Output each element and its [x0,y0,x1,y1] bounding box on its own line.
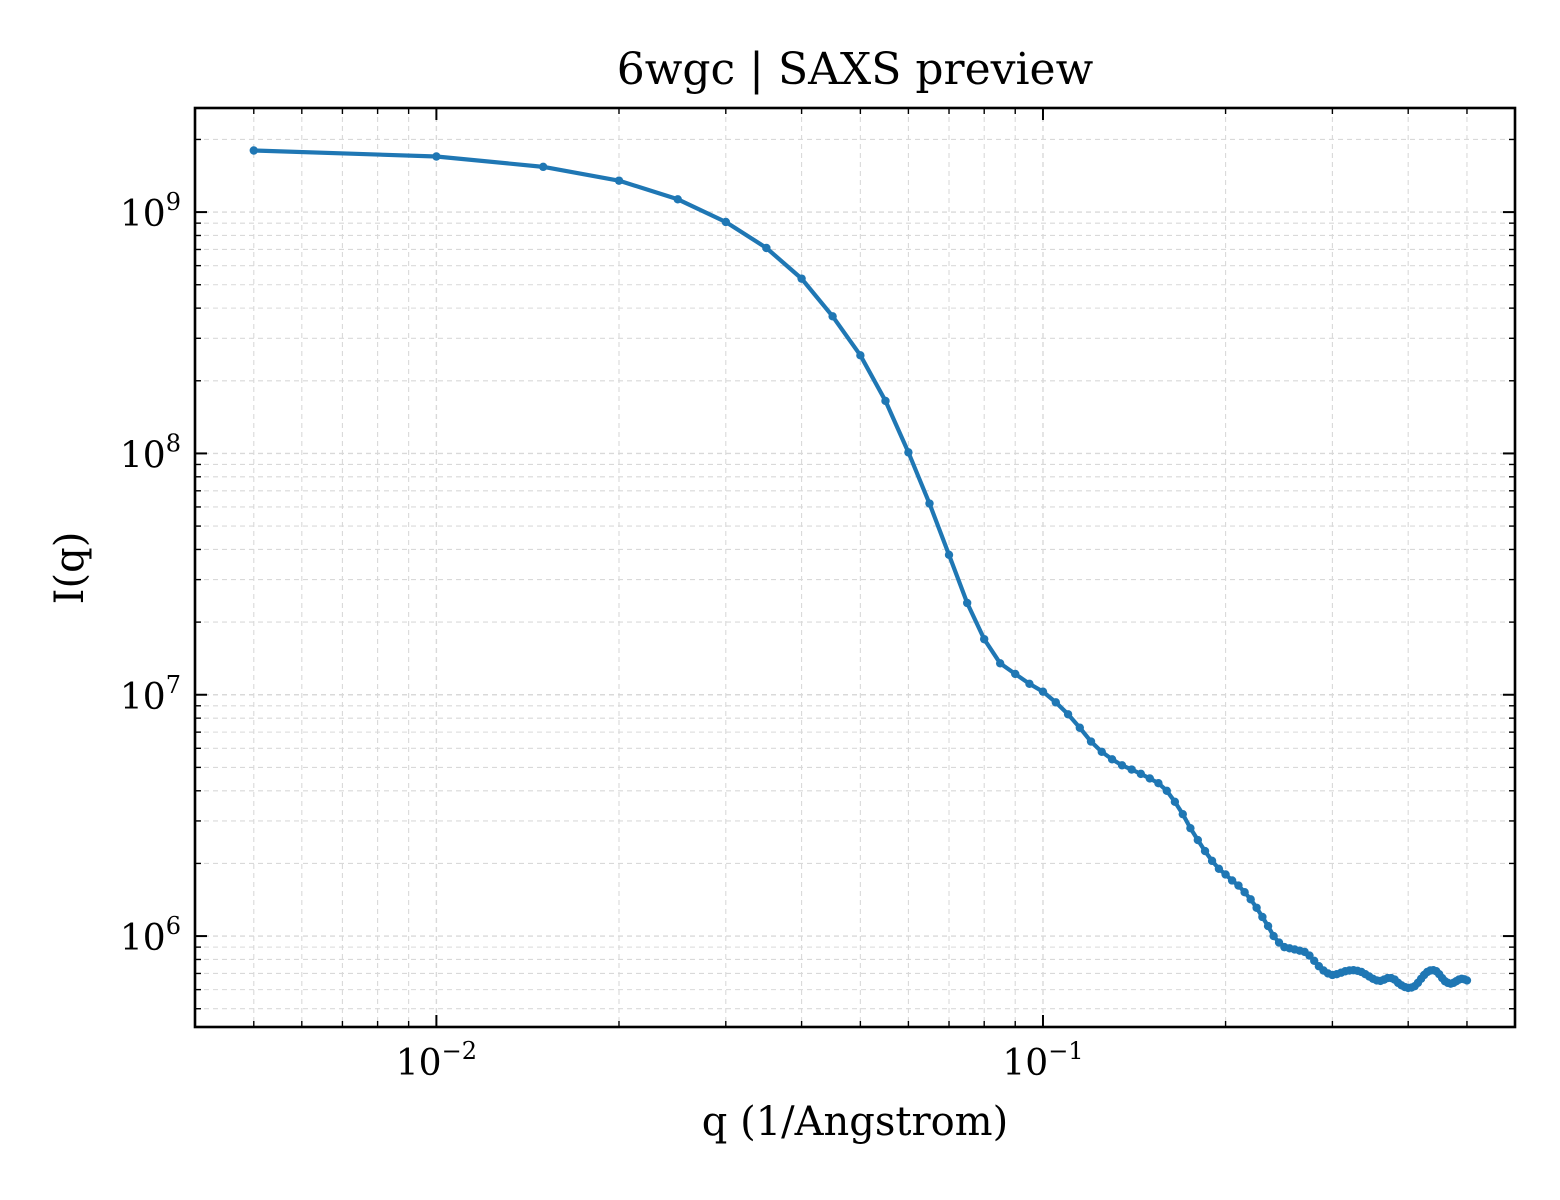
data-point [1221,870,1230,879]
data-point [925,499,934,508]
data-point [1086,737,1096,746]
data-point [721,217,731,227]
data-point [1097,747,1106,757]
data-point [1269,931,1278,941]
data-point [1462,976,1472,985]
data-point [979,634,989,644]
data-point [1170,797,1180,807]
data-point [1178,809,1187,819]
data-point [1200,846,1210,856]
data-point [614,176,624,185]
data-point [1227,876,1237,885]
data-point [962,598,972,608]
data-point [881,396,890,406]
data-point [1145,774,1155,783]
data-point [797,274,806,283]
data-point [944,550,954,560]
data-point [1154,779,1163,788]
data-point [1011,669,1020,679]
data-point [1127,765,1136,774]
y-tick-label: 108 [120,429,181,476]
y-axis-label: I(q) [47,532,93,605]
data-point [1246,895,1255,904]
y-tick-label: 109 [120,188,181,235]
data-point [1207,856,1217,866]
data-point [1051,698,1061,707]
data-point [856,351,865,360]
y-tick-label: 107 [120,671,181,718]
data-point [1038,687,1048,696]
data-series [249,146,1472,993]
data-point [828,312,837,321]
chart-title: 6wgc | SAXS preview [617,44,1094,95]
data-point [1063,710,1073,719]
x-tick-label: 10−2 [396,1037,477,1084]
data-point [673,195,682,204]
data-point [249,146,258,155]
data-point [1117,761,1127,770]
x-tick-label: 10−1 [1002,1037,1083,1084]
plot-frame [193,106,1517,1029]
data-point [1252,903,1261,912]
data-point [1136,769,1146,779]
data-point [1214,864,1224,874]
y-tick-label: 106 [120,912,181,959]
data-point [432,152,441,161]
grid [194,108,1516,1027]
data-point [1186,823,1195,833]
data-point [995,659,1005,668]
data-point [1258,912,1267,922]
data-point [1107,755,1117,764]
data-point [1263,921,1273,931]
tick-labels: 10−2 10−1 106 107 108 109 [120,188,1084,1084]
data-point [539,162,548,172]
x-axis-label: q (1/Angstrom) [702,1099,1008,1145]
data-point [1234,881,1243,890]
data-point [1310,956,1319,965]
data-point [1193,835,1203,845]
data-point [1162,786,1172,795]
data-point [1025,679,1034,689]
data-point [762,243,771,253]
data-point [1240,888,1249,897]
data-point [1075,723,1085,732]
data-point [904,448,913,457]
